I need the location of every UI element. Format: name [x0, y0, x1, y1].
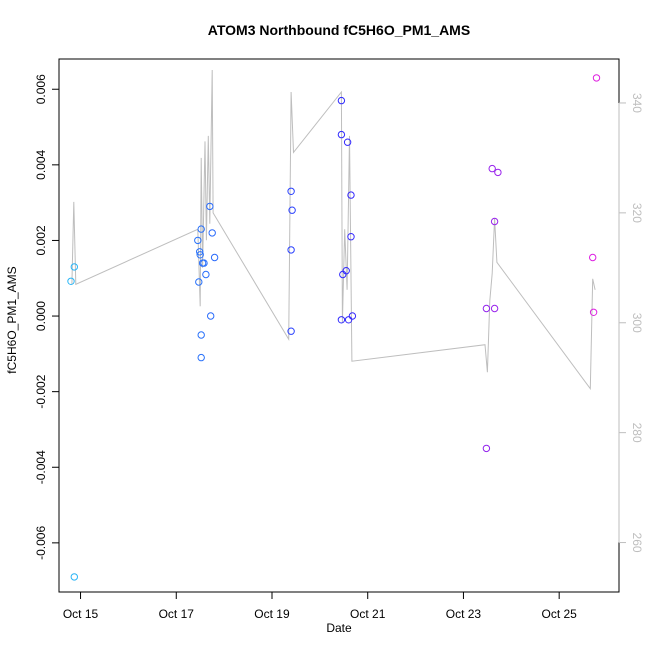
right-y-axis: 260 280 300 320 340 [618, 93, 644, 553]
x-tick-label: Oct 21 [350, 607, 386, 621]
data-point [488, 164, 496, 173]
x-tick-label: Oct 17 [159, 607, 195, 621]
data-point [490, 217, 499, 226]
data-point [287, 327, 295, 335]
right-y-tick-label: 340 [630, 93, 644, 113]
data-point [197, 225, 205, 233]
data-point [592, 74, 601, 82]
data-point [347, 191, 355, 199]
y-tick-label: 0.002 [34, 225, 48, 255]
data-point [348, 312, 357, 320]
right-y-tick-label: 300 [630, 313, 644, 333]
secondary-trace-layer [71, 69, 596, 391]
data-point [207, 312, 215, 320]
data-point [347, 233, 355, 241]
x-tick-label: Oct 19 [254, 607, 290, 621]
right-y-tick-label: 260 [630, 533, 644, 553]
data-point [200, 259, 208, 267]
chart-title: ATOM3 Northbound fC5H6O_PM1_AMS [208, 22, 470, 38]
right-y-tick-label: 280 [630, 423, 644, 443]
data-point [337, 96, 346, 105]
x-tick-label: Oct 23 [446, 607, 482, 621]
data-point [337, 316, 346, 324]
y-tick-label: -0.002 [34, 374, 48, 408]
data-point [197, 353, 205, 362]
data-point [206, 202, 214, 211]
right-y-tick-label: 320 [630, 203, 644, 223]
data-point [337, 130, 346, 139]
y-tick-label: 0.004 [34, 150, 48, 180]
plot-frame [58, 58, 620, 593]
data-point [195, 278, 203, 286]
data-point [196, 251, 204, 259]
data-points-layer [67, 74, 601, 581]
y-axis-label: fC5H6O_PM1_AMS [5, 266, 19, 373]
x-tick-label: Oct 25 [541, 607, 577, 621]
y-tick-label: 0.006 [34, 74, 48, 104]
y-tick-label: -0.004 [34, 450, 48, 484]
x-tick-label: Oct 15 [63, 607, 99, 621]
data-point [482, 304, 491, 313]
data-point [494, 168, 502, 177]
data-point [288, 206, 296, 214]
data-point [70, 263, 79, 271]
secondary-trace-line [71, 69, 596, 391]
data-point [287, 246, 295, 254]
data-point [287, 187, 295, 196]
data-point [202, 270, 210, 279]
data-point [210, 253, 219, 262]
data-point [344, 316, 353, 324]
y-tick-label: -0.006 [34, 526, 48, 560]
data-point [70, 573, 79, 581]
data-point [482, 444, 491, 453]
data-point [490, 304, 499, 313]
data-point [208, 229, 216, 237]
x-axis: Oct 15 Oct 17 Oct 19 Oct 21 Oct 23 Oct 25 [63, 591, 577, 621]
data-point [194, 236, 202, 245]
data-point [343, 138, 352, 146]
data-point [589, 253, 597, 262]
data-point [67, 277, 75, 285]
data-point [339, 270, 347, 279]
data-point [589, 308, 598, 316]
x-axis-label: Date [326, 621, 352, 635]
data-point [197, 331, 205, 339]
y-tick-label: 0.000 [34, 301, 48, 331]
data-point [196, 248, 204, 256]
y-axis: -0.006 -0.004 -0.002 0.000 0.002 0.004 0.006 [34, 74, 60, 560]
